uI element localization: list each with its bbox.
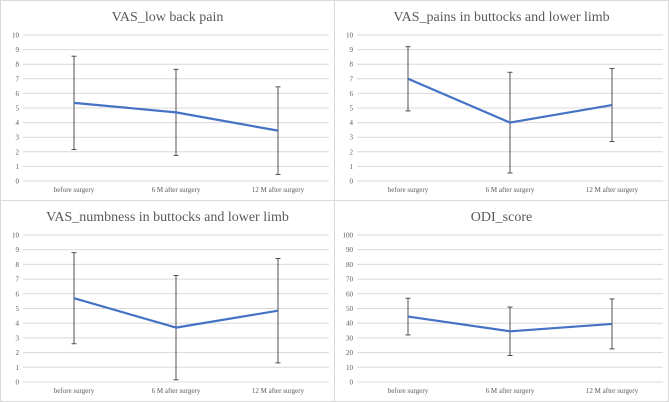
series-line-mean (73, 101, 279, 132)
y-tick-label: 10 (12, 232, 20, 240)
y-tick-label: 9 (350, 46, 354, 54)
y-tick-label: 40 (346, 320, 354, 328)
y-tick-label: 8 (16, 61, 20, 69)
y-tick-label: 9 (16, 246, 20, 254)
y-tick-label: 3 (350, 134, 354, 142)
chart-title: VAS_numbness in buttocks and lower limb (46, 210, 289, 225)
y-tick-label: 6 (16, 90, 20, 98)
chart-title: VAS_pains in buttocks and lower limb (393, 10, 609, 25)
y-tick-label: 70 (346, 276, 354, 284)
y-tick-label: 4 (16, 119, 20, 127)
y-tick-label: 5 (16, 105, 20, 113)
x-tick-label: 12 M after surgery (586, 387, 639, 395)
y-tick-label: 90 (346, 246, 354, 254)
y-tick-label: 10 (346, 32, 354, 40)
y-tick-label: 8 (350, 61, 354, 69)
x-tick-label: before surgery (388, 387, 429, 395)
y-tick-label: 0 (16, 178, 20, 186)
y-tick-label: 10 (12, 32, 20, 40)
x-tick-label: 6 M after surgery (152, 387, 201, 395)
y-tick-label: 50 (346, 305, 354, 313)
y-tick-label: 7 (16, 276, 20, 284)
x-tick-label: before surgery (388, 186, 429, 194)
y-tick-label: 20 (346, 349, 354, 357)
chart-panel-vas-pains-buttocks-lower-limb: VAS_pains in buttocks and lower limb 0 1 2 3… (334, 0, 669, 201)
x-tick-label: 6 M after surgery (152, 186, 201, 194)
x-tick-label: 6 M after surgery (486, 186, 535, 194)
chart-vas-pains-buttocks-lower-limb: VAS_pains in buttocks and lower limb 0 1 2 3… (346, 10, 663, 194)
chart-vas-low-back-pain: VAS_low back pain 0 1 2 3 4 5 6 7 8 9 10 before surg… (12, 10, 329, 194)
y-tick-label: 1 (350, 163, 354, 171)
y-tick-label: 0 (350, 178, 354, 186)
y-tick-label: 3 (16, 134, 20, 142)
y-tick-label: 1 (16, 364, 20, 372)
chart-panel-odi-score: ODI_score 0 10 20 30 40 50 60 70 80 90 100 before su… (334, 200, 669, 402)
y-tick-label: 7 (16, 75, 20, 83)
chart-vas-numbness-buttocks-lower-limb: VAS_numbness in buttocks and lower limb 0… (12, 210, 329, 395)
y-tick-label: 6 (350, 90, 354, 98)
y-tick-label: 3 (16, 334, 20, 342)
chart-odi-score: ODI_score 0 10 20 30 40 50 60 70 80 90 100 before su… (343, 210, 663, 395)
chart-panel-vas-low-back-pain: VAS_low back pain 0 1 2 3 4 5 6 7 8 9 10 before surg… (0, 0, 335, 201)
x-tick-label: before surgery (54, 186, 95, 194)
y-tick-label: 2 (16, 349, 20, 357)
y-tick-label: 0 (16, 379, 20, 387)
y-tick-label: 80 (346, 261, 354, 269)
y-tick-label: 8 (16, 261, 20, 269)
y-tick-label: 4 (16, 320, 20, 328)
y-tick-label: 5 (16, 305, 20, 313)
chart-title: ODI_score (471, 210, 532, 225)
y-tick-label: 30 (346, 334, 354, 342)
y-tick-label: 10 (346, 364, 354, 372)
y-tick-label: 100 (343, 232, 354, 240)
chart-panel-vas-numbness-buttocks-lower-limb: VAS_numbness in buttocks and lower limb 0… (0, 200, 335, 402)
y-tick-label: 1 (16, 163, 20, 171)
y-tick-label: 7 (350, 75, 354, 83)
y-tick-label: 0 (350, 379, 354, 387)
x-tick-label: 12 M after surgery (586, 186, 639, 194)
chart-title: VAS_low back pain (112, 10, 224, 25)
y-tick-label: 2 (16, 148, 20, 156)
series-line-mean (73, 297, 279, 329)
y-tick-label: 2 (350, 148, 354, 156)
y-tick-label: 5 (350, 105, 354, 113)
y-tick-label: 4 (350, 119, 354, 127)
y-tick-label: 6 (16, 290, 20, 298)
y-tick-label: 60 (346, 290, 354, 298)
series-line-mean (407, 315, 613, 333)
y-tick-label: 9 (16, 46, 20, 54)
series-line-mean (407, 77, 613, 124)
x-tick-label: 12 M after surgery (252, 186, 305, 194)
x-tick-label: 12 M after surgery (252, 387, 305, 395)
x-tick-label: before surgery (54, 387, 95, 395)
x-tick-label: 6 M after surgery (486, 387, 535, 395)
